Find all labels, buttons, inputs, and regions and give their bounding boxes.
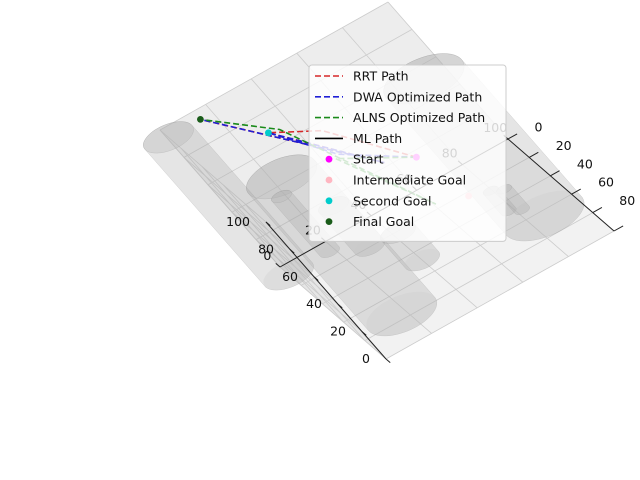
gridline-left-z bbox=[159, 129, 267, 223]
y-tick-mark bbox=[592, 207, 603, 214]
y-tick-label: 40 bbox=[577, 156, 593, 171]
y-tick-label: 80 bbox=[619, 193, 635, 208]
cylinder-bottom bbox=[503, 190, 585, 241]
cylinder-obstacle bbox=[143, 121, 314, 291]
gridline-floor-y bbox=[385, 230, 615, 360]
x-tick-label: 0 bbox=[263, 248, 271, 263]
gridline-back-z bbox=[159, 1, 389, 131]
z-tick-label: 40 bbox=[306, 296, 322, 311]
legend-label: RRT Path bbox=[353, 69, 409, 84]
y-tick-mark bbox=[571, 188, 581, 195]
legend-label: Second Goal bbox=[353, 193, 431, 208]
y-tick-mark bbox=[550, 170, 560, 177]
legend-dot-swatch bbox=[325, 197, 333, 205]
z-axis-line bbox=[265, 221, 387, 360]
y-tick-label: 0 bbox=[535, 120, 543, 135]
y-tick-label: 20 bbox=[556, 138, 572, 153]
z-tick-mark bbox=[361, 331, 367, 336]
gridline-back-z bbox=[183, 29, 413, 158]
gridline-left-z bbox=[255, 239, 363, 332]
z-tick-mark bbox=[313, 276, 319, 281]
gridline-left-z bbox=[231, 211, 339, 305]
legend: RRT Path DWA Optimized Path ALNS Optimized… bbox=[308, 64, 507, 242]
goal-marker bbox=[197, 116, 204, 123]
z-tick-label: 60 bbox=[282, 269, 298, 284]
y-tick-mark bbox=[528, 151, 539, 158]
y-tick-label: 60 bbox=[598, 175, 614, 190]
cylinder-bottom bbox=[366, 291, 437, 336]
cylinder-obstacle bbox=[246, 154, 438, 337]
y-tick-mark bbox=[507, 133, 518, 140]
gridline-back-x bbox=[205, 104, 326, 242]
gridline-back-x bbox=[159, 129, 281, 268]
cylinder-top bbox=[271, 189, 292, 204]
z-tick-mark bbox=[385, 358, 391, 364]
legend-label: ML Path bbox=[353, 131, 402, 146]
cylinder-bottom bbox=[514, 205, 530, 215]
legend-label: ALNS Optimized Path bbox=[353, 110, 485, 125]
x-tick-mark bbox=[275, 262, 281, 268]
cylinder-bottom bbox=[263, 258, 314, 291]
z-tick-label: 0 bbox=[362, 351, 370, 366]
floor-pane bbox=[280, 139, 614, 359]
gridline-floor-y bbox=[364, 212, 593, 341]
gridline-left-y bbox=[244, 203, 366, 341]
legend-label: Start bbox=[353, 152, 384, 167]
gridline-left-z bbox=[279, 266, 387, 360]
z-tick-mark bbox=[265, 221, 271, 227]
gridline-floor-x bbox=[325, 241, 432, 334]
legend-box bbox=[308, 64, 507, 242]
gridline-left-y bbox=[180, 148, 302, 286]
legend-dot-swatch bbox=[325, 218, 333, 226]
cylinder-top bbox=[143, 121, 194, 154]
z-tick-label: 100 bbox=[226, 214, 250, 229]
gridline-floor-y bbox=[343, 193, 572, 323]
cylinder-bottom bbox=[319, 245, 340, 258]
gridline-left-z bbox=[207, 184, 315, 278]
z-tick-mark bbox=[337, 303, 343, 309]
z-tick-mark bbox=[289, 249, 295, 254]
z-tick-label: 80 bbox=[258, 241, 274, 256]
gridline-left-z bbox=[183, 157, 291, 250]
y-axis-line bbox=[507, 138, 615, 232]
legend-dot-swatch bbox=[325, 155, 333, 163]
legend-label: DWA Optimized Path bbox=[353, 89, 482, 104]
legend-label: Intermediate Goal bbox=[353, 173, 466, 188]
z-tick-label: 20 bbox=[330, 324, 346, 339]
y-tick-mark bbox=[613, 225, 624, 232]
gridline-left-y bbox=[202, 166, 323, 305]
cylinder-bottom bbox=[404, 248, 440, 271]
goal-marker bbox=[265, 129, 272, 137]
cylinder-bottom bbox=[354, 237, 385, 257]
legend-label: Final Goal bbox=[353, 214, 414, 229]
legend-dot-swatch bbox=[325, 176, 333, 184]
gridline-left-y bbox=[223, 184, 344, 323]
